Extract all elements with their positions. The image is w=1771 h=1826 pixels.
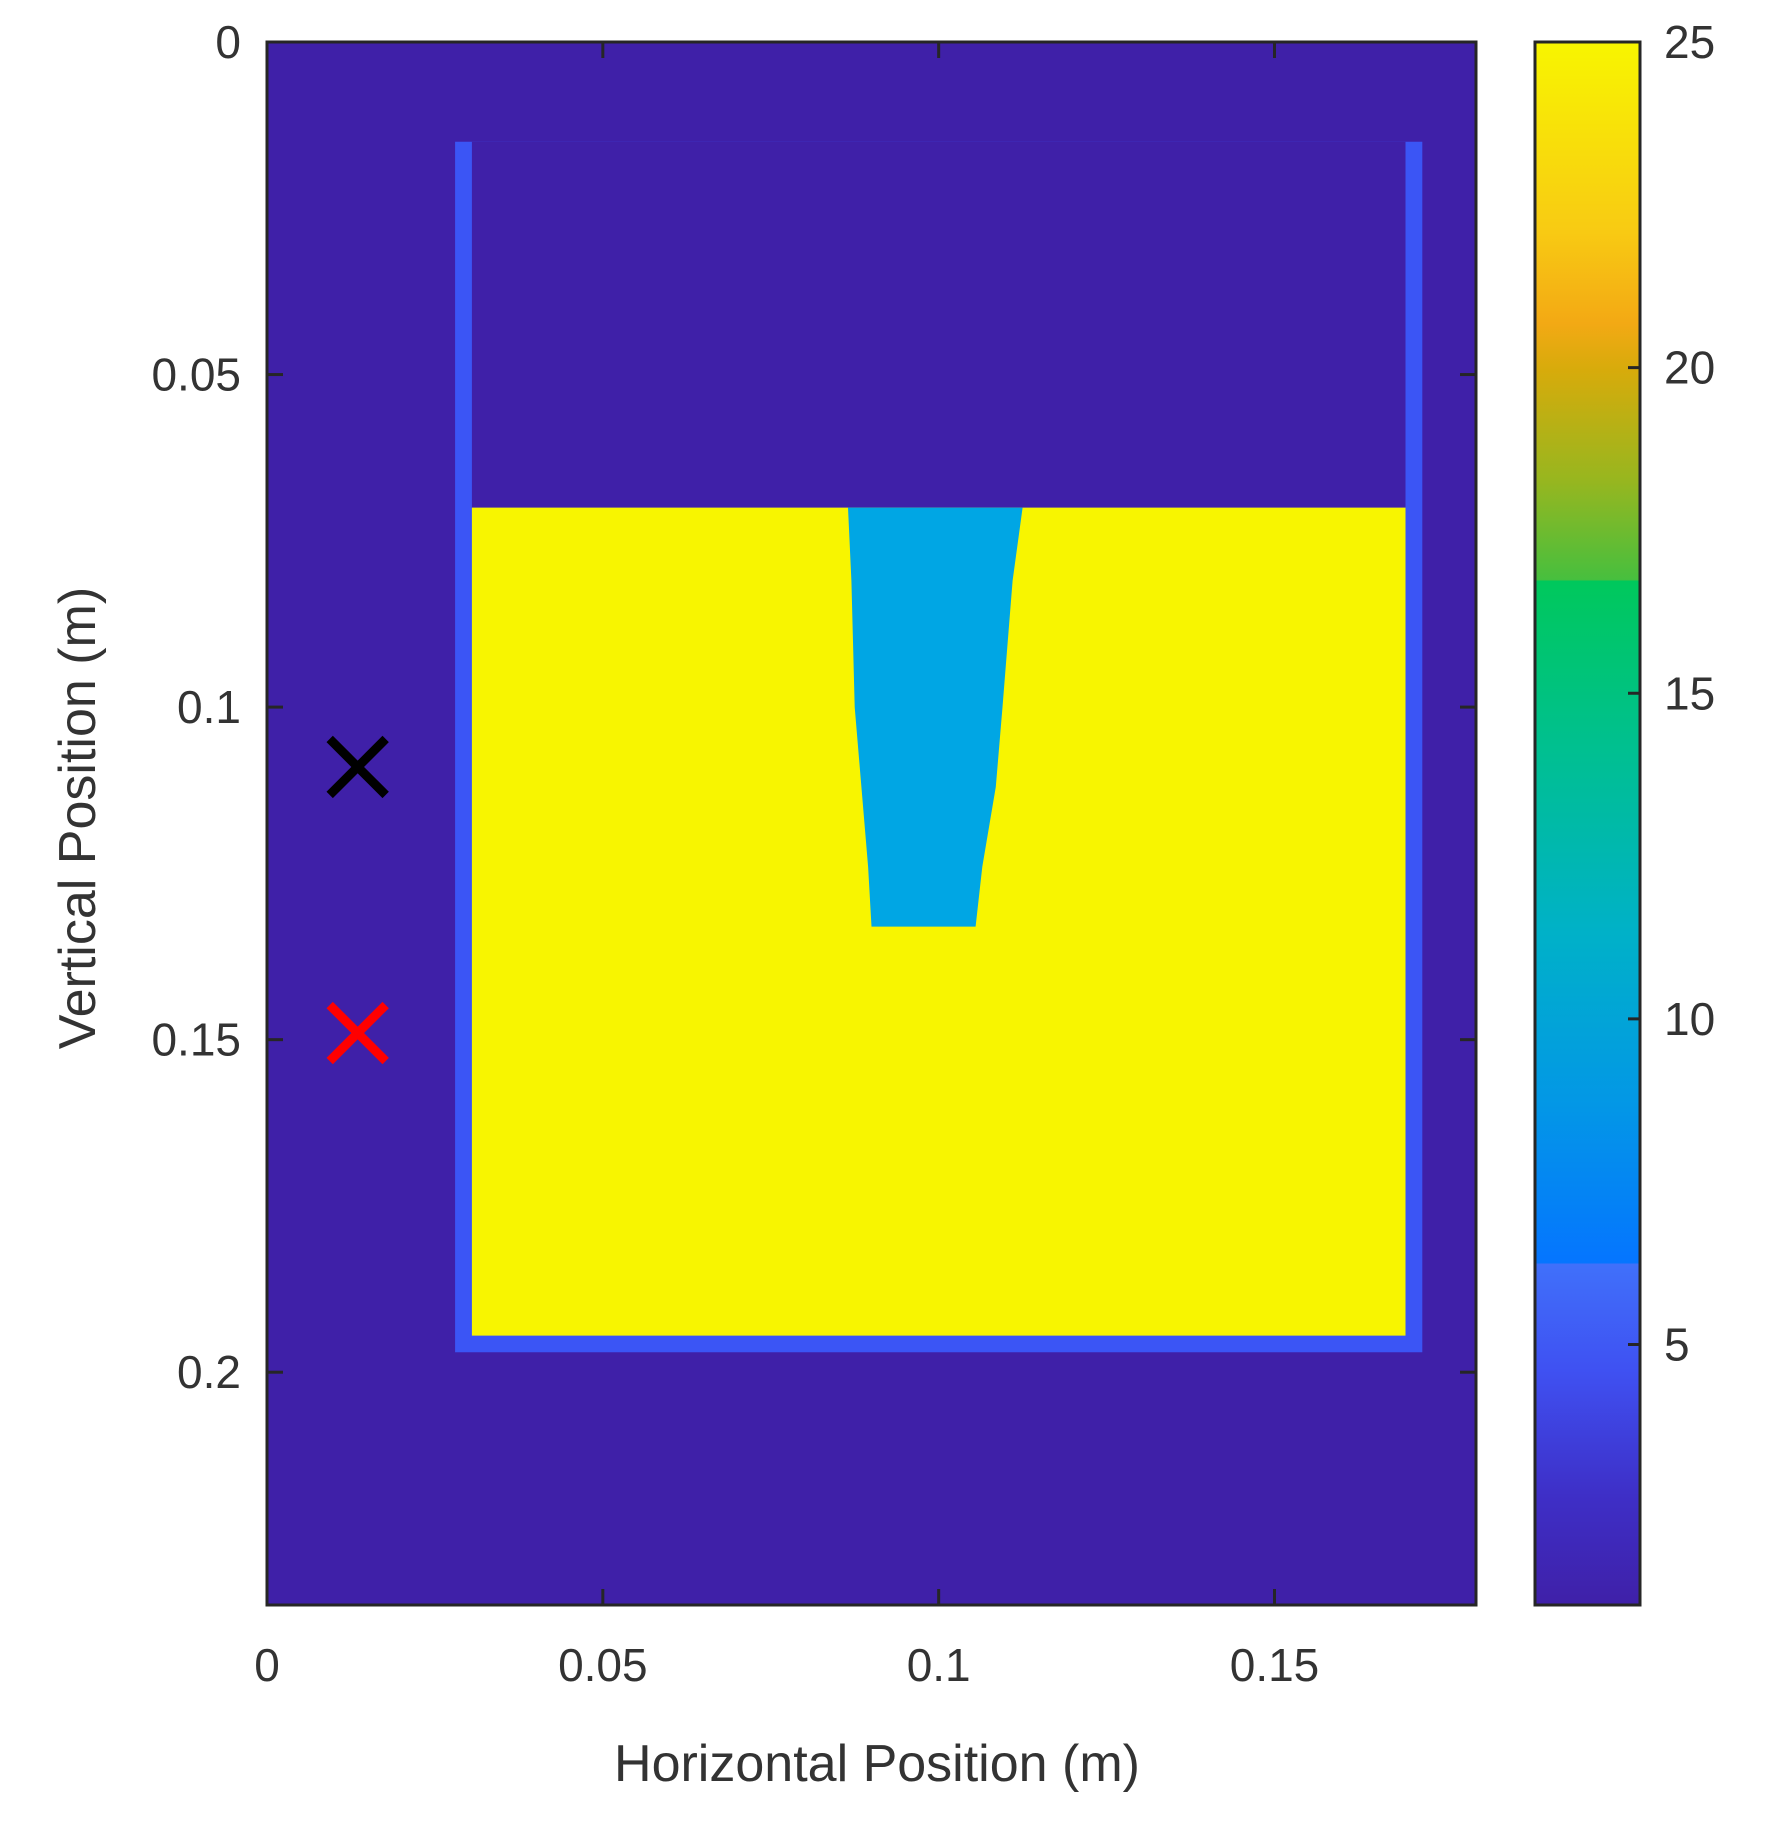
y-tick-label: 0.15 (151, 1014, 241, 1066)
black-marker (326, 735, 389, 799)
x-axis-title: Horizontal Position (m) (614, 1735, 1140, 1793)
axes: 0 0.05 0.1 0.15 0 0.05 0.1 0.15 0.2 (151, 16, 1478, 1691)
red-marker (326, 1001, 389, 1065)
y-tick-label: 0.05 (151, 349, 241, 401)
x-tick-label: 0.15 (1230, 1639, 1320, 1691)
colorbar-tick-label: 25 (1664, 16, 1715, 68)
y-tick-label: 0.2 (177, 1346, 241, 1398)
region-inclusion (848, 507, 1023, 927)
plot-frame (265, 40, 1478, 1607)
y-axis-title: Vertical Position (m) (49, 587, 107, 1049)
colorbar-gradient-bar (1535, 42, 1640, 1605)
x-tick-label: 0.05 (558, 1639, 648, 1691)
plot-area (267, 42, 1476, 1605)
colorbar-tick-label: 5 (1664, 1319, 1690, 1371)
region-container-interior (471, 141, 1406, 508)
colorbar-frame (1533, 40, 1642, 1607)
x-tick-label: 0.1 (907, 1639, 971, 1691)
colorbar-tick-label: 15 (1664, 667, 1715, 719)
colorbar: 5 10 15 20 25 (1533, 16, 1715, 1607)
y-tick-label: 0.1 (177, 681, 241, 733)
x-tick-label: 0 (254, 1639, 280, 1691)
markers (326, 735, 389, 1065)
y-tick-label: 0 (215, 16, 241, 68)
colorbar-tick-label: 20 (1664, 342, 1715, 394)
colorbar-tick-label: 10 (1664, 993, 1715, 1045)
